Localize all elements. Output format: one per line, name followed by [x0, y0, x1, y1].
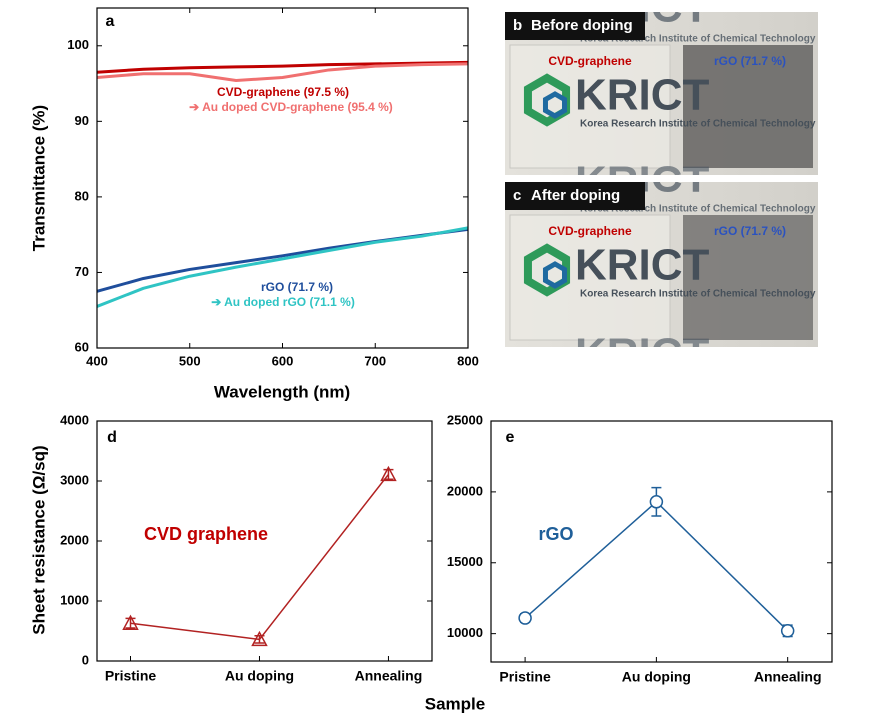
x-tick-label: Pristine — [105, 668, 157, 684]
annotation: CVD graphene — [144, 524, 268, 544]
y-tick-label: 0 — [82, 652, 89, 667]
series-line — [96, 62, 469, 83]
x-tick-label: 500 — [179, 353, 201, 368]
error-bar — [383, 468, 394, 480]
x-tick-label: 600 — [272, 353, 294, 368]
y-tick-label: 100 — [67, 37, 89, 52]
logo-subtitle: Korea Research Institute of Chemical Tec… — [580, 289, 816, 300]
y-tick-label: 60 — [75, 339, 89, 354]
logo-fragment: KRICT — [575, 330, 710, 379]
x-tick-label: Pristine — [499, 669, 551, 685]
logo-hexagon — [523, 243, 571, 297]
x-tick-label: Au doping — [225, 668, 294, 684]
series-line — [130, 473, 390, 641]
y-tick-label: 4000 — [60, 412, 89, 427]
y-axis-label: Sheet resistance (Ω/sq) — [29, 445, 48, 634]
plot-frame — [490, 420, 833, 663]
y-tick-label: 80 — [75, 188, 89, 203]
annotation: rGO (71.7 %) — [261, 280, 333, 294]
logo-subtitle-fragment: Korea Research Institute of Chemical Tec… — [580, 34, 816, 45]
error-bar — [254, 635, 265, 644]
y-tick-label: 25000 — [447, 412, 483, 427]
logo-subtitle: Korea Research Institute of Chemical Tec… — [580, 119, 816, 130]
annotation: CVD-graphene (97.5 %) — [217, 85, 349, 99]
x-tick-label: Annealing — [355, 668, 423, 684]
panel-title-box — [505, 12, 645, 40]
data-marker — [649, 495, 664, 509]
error-bar — [125, 617, 136, 629]
logo: KRICT — [575, 71, 710, 120]
film-label: CVD-graphene — [548, 224, 632, 238]
logo-subtitle-fragment: Korea Research Institute of Chemical Tec… — [580, 204, 816, 215]
annotation: ➔ Au doped rGO (71.1 %) — [211, 295, 355, 309]
film-label: rGO (71.7 %) — [714, 54, 786, 68]
panel-title-box — [505, 182, 645, 210]
y-tick-label: 20000 — [447, 483, 483, 498]
data-marker — [251, 630, 268, 647]
logo-hexagon-inner — [542, 261, 568, 289]
film-label: CVD-graphene — [548, 54, 632, 68]
logo-fragment: KRICT — [575, 158, 710, 207]
logo-hexagon — [523, 73, 571, 127]
y-tick-label: 70 — [75, 264, 89, 279]
rgo-film — [683, 45, 813, 168]
panel-title: Before doping — [531, 17, 633, 34]
plot-frame — [96, 420, 433, 662]
cvd-film — [509, 44, 671, 169]
x-axis-label: Wavelength (nm) — [214, 382, 350, 401]
logo-hexagon-inner — [542, 91, 568, 119]
annotation: rGO — [538, 524, 573, 544]
panel-label: e — [506, 429, 515, 446]
series-line — [96, 226, 469, 308]
logo: KRICT — [575, 241, 710, 290]
x-tick-label: 700 — [364, 353, 386, 368]
rgo-film — [683, 215, 813, 340]
y-tick-label: 15000 — [447, 554, 483, 569]
cvd-film — [509, 214, 671, 341]
y-tick-label: 3000 — [60, 472, 89, 487]
data-marker — [122, 614, 139, 630]
x-axis-label: Sample — [425, 694, 485, 713]
panel-label: c — [513, 187, 521, 204]
data-marker — [780, 624, 795, 638]
plot-frame — [96, 7, 469, 349]
x-tick-label: 800 — [457, 353, 479, 368]
panel-label: a — [106, 13, 115, 30]
y-tick-label: 10000 — [447, 625, 483, 640]
series-line — [524, 501, 789, 632]
y-tick-label: 90 — [75, 113, 89, 128]
panel-label: b — [513, 17, 522, 34]
data-marker — [380, 465, 397, 482]
y-tick-label: 2000 — [60, 532, 89, 547]
series-line — [96, 60, 469, 74]
data-marker — [518, 611, 532, 625]
x-tick-label: Au doping — [622, 669, 691, 685]
x-tick-label: 400 — [86, 353, 108, 368]
y-axis-label: Transmittance (%) — [29, 105, 48, 251]
annotation: ➔ Au doped CVD-graphene (95.4 %) — [189, 100, 393, 114]
film-label: rGO (71.7 %) — [714, 224, 786, 238]
y-tick-label: 1000 — [60, 592, 89, 607]
panel-title: After doping — [531, 187, 620, 204]
panel-label: d — [107, 429, 117, 446]
x-tick-label: Annealing — [754, 669, 822, 685]
